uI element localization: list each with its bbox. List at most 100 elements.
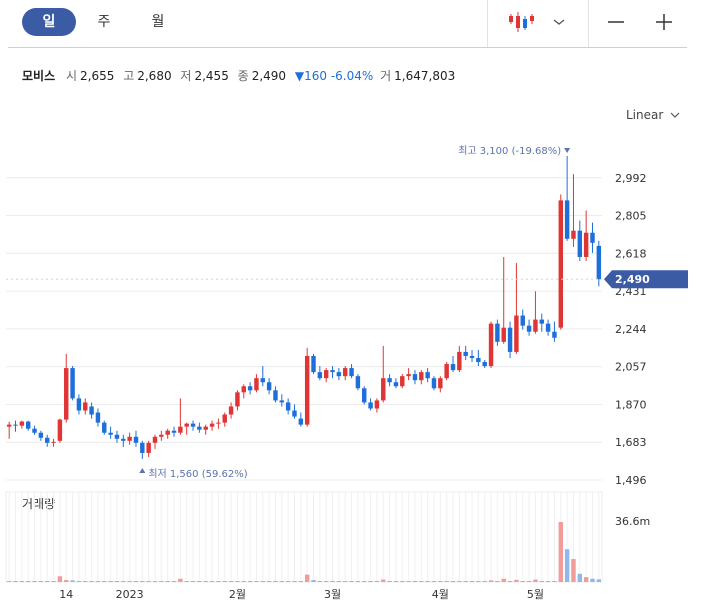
volume-value: 1,647,803: [394, 69, 456, 83]
price-summary: 모비스 시 2,655 고 2,680 저 2,455 종 2,490 ▼160 -6.…: [22, 67, 460, 84]
candle-body: [222, 414, 227, 423]
candle-body: [102, 422, 107, 433]
volume-bar: [235, 581, 240, 582]
candle-body: [76, 398, 82, 411]
candle-body: [184, 423, 189, 427]
candle-body: [495, 323, 500, 342]
tab-monthly[interactable]: 월: [151, 14, 165, 30]
volume-bar: [520, 581, 525, 582]
candle-body: [140, 442, 145, 453]
volume-bar: [381, 579, 386, 582]
volume-bar: [564, 549, 570, 582]
volume-chart[interactable]: 거래량 36.6m 14 2023 2월 3월 4월 5월: [0, 490, 704, 610]
chevron-down-icon: [553, 19, 565, 25]
zoom-in-button[interactable]: [648, 6, 680, 38]
volume-bar: [222, 581, 227, 582]
candle-body: [159, 434, 164, 437]
candle-body: [545, 323, 551, 332]
candle-body: [114, 434, 120, 439]
volume-bar: [102, 581, 107, 582]
candle-body: [431, 378, 437, 389]
volume-bar: [146, 581, 151, 582]
candle-body: [235, 392, 240, 407]
candle-body: [285, 402, 291, 411]
volume-bar: [184, 581, 189, 582]
volume-bar: [241, 581, 246, 582]
high-value: 2,680: [137, 69, 172, 83]
candle-body: [279, 400, 285, 403]
high-note: 최고 3,100 (-19.68%): [458, 145, 561, 157]
candle-body: [381, 378, 386, 401]
volume-bar: [495, 581, 500, 582]
volume-bar: [70, 580, 75, 582]
candle-body: [6, 424, 12, 427]
volume-bar: [19, 581, 25, 582]
zoom-out-button[interactable]: [600, 6, 632, 38]
volume-bar: [64, 580, 69, 582]
candle-body: [342, 368, 348, 377]
volume-bar: [596, 579, 602, 582]
candle-body: [292, 410, 297, 417]
scale-selector[interactable]: Linear: [626, 108, 681, 122]
candle-body: [64, 368, 69, 420]
volume-bar: [514, 579, 519, 582]
x-tick-label: 2023: [116, 588, 144, 601]
candle-body: [247, 386, 253, 391]
candle-body: [171, 430, 177, 433]
candle-body: [450, 364, 456, 371]
candle-body: [152, 436, 158, 443]
volume-bar: [279, 581, 285, 582]
volume-bar: [165, 581, 170, 582]
candle-body: [400, 376, 405, 387]
volume-bar: [133, 581, 139, 582]
volume-bar: [539, 581, 544, 582]
y-tick-label: 2,057: [615, 361, 647, 374]
volume-bar: [444, 581, 449, 582]
volume-bar: [44, 581, 50, 582]
volume-bar: [32, 581, 37, 582]
volume-bar: [374, 581, 380, 582]
candle-body: [482, 362, 487, 367]
candle-body: [583, 232, 589, 257]
volume-bar: [178, 578, 183, 582]
volume-bar: [203, 581, 208, 582]
volume-bar: [412, 581, 418, 582]
candle-body: [203, 426, 208, 430]
candle-body: [368, 402, 373, 409]
candle-body: [374, 400, 380, 409]
volume-bar: [127, 581, 132, 582]
tab-weekly[interactable]: 주: [97, 14, 111, 30]
candle-body: [146, 442, 151, 453]
volume-bar: [349, 581, 354, 582]
volume-bar: [171, 581, 177, 582]
volume-bar: [228, 581, 234, 582]
candle-body: [190, 423, 196, 427]
candle-body: [216, 422, 221, 424]
candle-body: [260, 378, 266, 383]
tab-daily[interactable]: 일: [22, 8, 76, 36]
x-tick-label: 5월: [527, 588, 544, 601]
candle-body: [254, 378, 259, 391]
x-tick-label: 3월: [324, 588, 341, 601]
candle-body: [127, 436, 132, 441]
plus-icon: [656, 14, 672, 30]
volume-bar: [583, 577, 589, 582]
y-tick-label: 2,992: [615, 172, 647, 185]
volume-bar: [285, 581, 291, 582]
stock-name: 모비스: [22, 69, 56, 83]
volume-bar: [368, 581, 373, 582]
candle-body: [501, 327, 506, 342]
candle-body: [83, 402, 88, 411]
x-tick-label: 14: [59, 588, 73, 601]
low-value: 2,455: [194, 69, 229, 83]
chart-type-button[interactable]: [500, 6, 576, 38]
volume-bar: [260, 581, 266, 582]
volume-bar: [526, 581, 532, 582]
candle-body: [19, 421, 25, 426]
price-chart[interactable]: 2,992 2,805 2,618 2,431 2,244 2,057 1,870 1,683…: [0, 130, 704, 490]
divider: [487, 0, 488, 47]
y-tick-label: 2,618: [615, 247, 647, 260]
current-price-label: 2,490: [615, 273, 650, 286]
volume-bar: [533, 579, 538, 582]
candle-body: [488, 323, 494, 367]
